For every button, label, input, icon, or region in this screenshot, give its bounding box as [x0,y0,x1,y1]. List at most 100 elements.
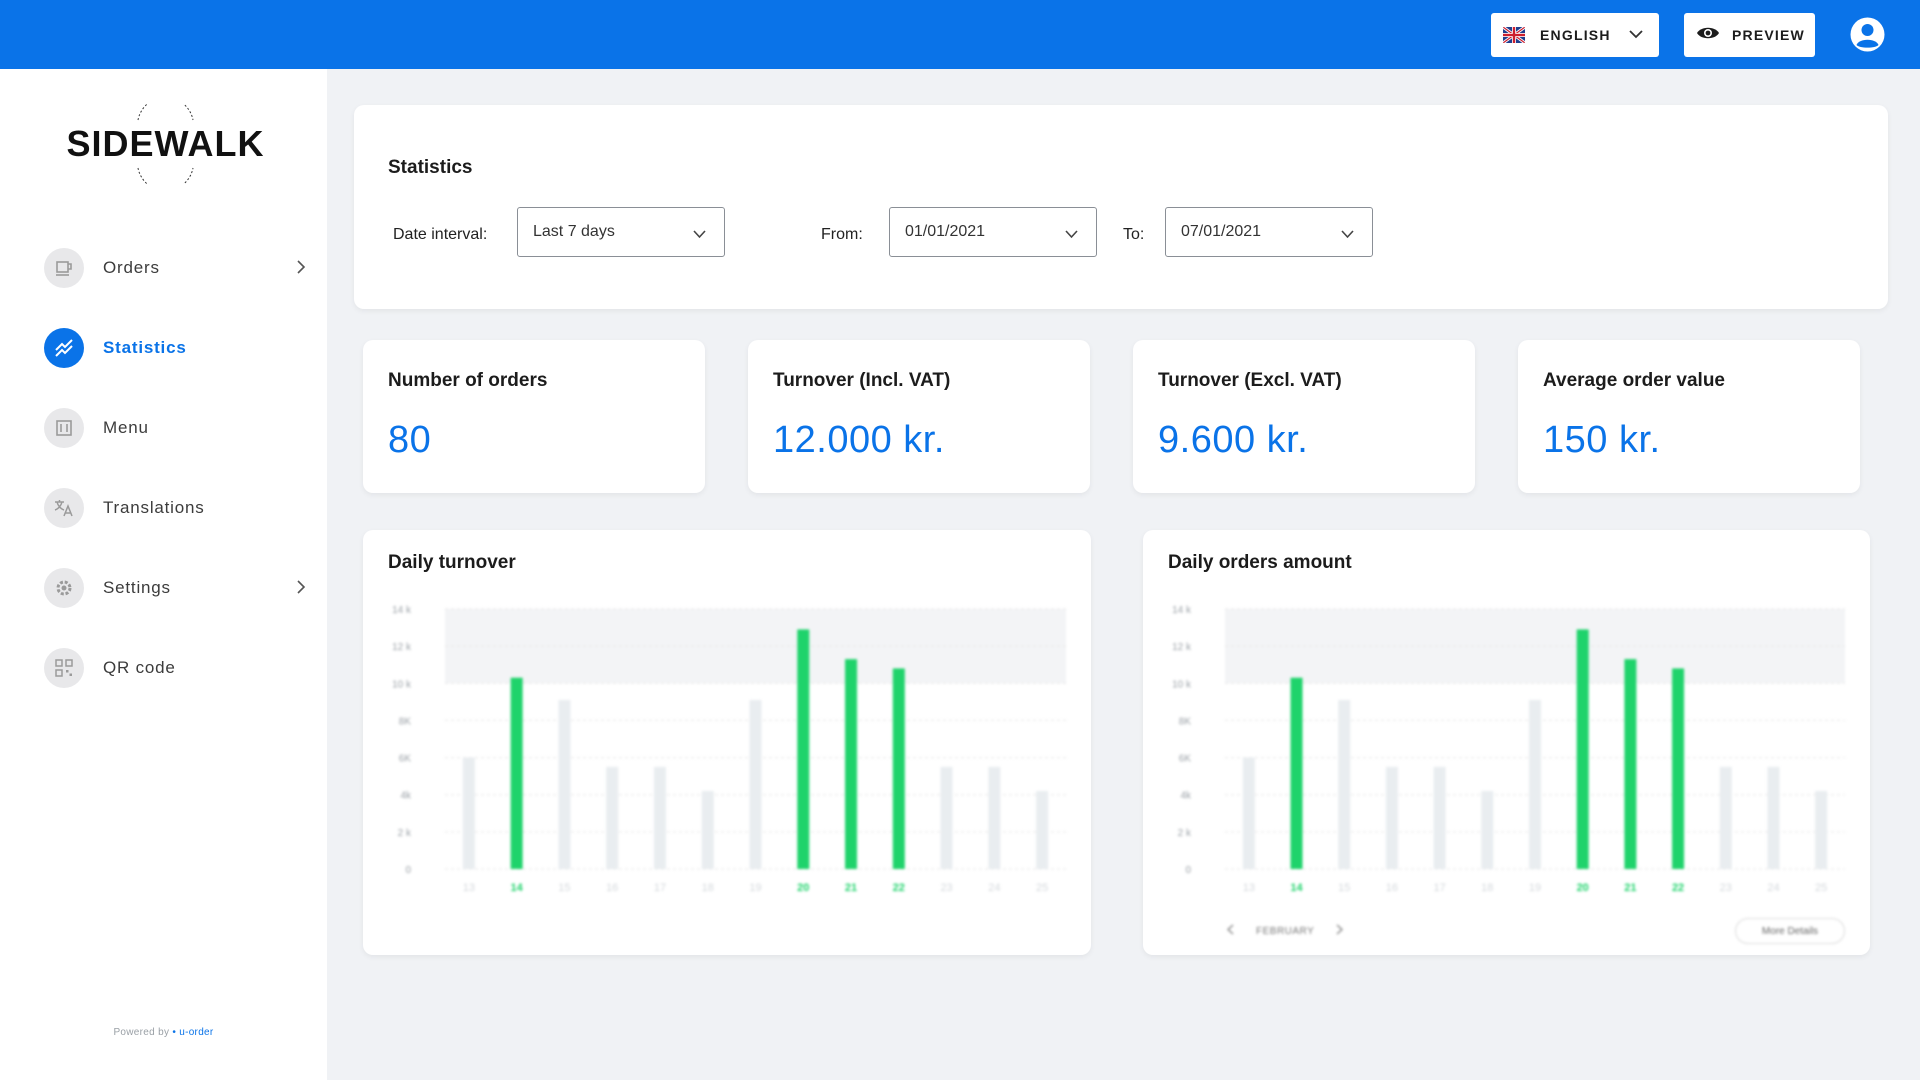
y-tick-label: 6K [1179,754,1192,765]
bar [1815,791,1828,869]
chevron-down-icon [1341,226,1354,244]
sidebar-item-translations[interactable]: Translations [44,487,314,529]
x-tick-label: 18 [1481,882,1493,894]
x-tick-label: 16 [1386,882,1398,894]
y-tick-label: 6K [399,754,412,765]
eye-icon [1696,25,1720,46]
chevron-left-icon[interactable] [1226,924,1234,938]
y-tick-label: 4k [1180,791,1192,802]
x-tick-label: 13 [463,882,475,894]
x-tick-label: 23 [1720,882,1732,894]
x-tick-label: 24 [1767,882,1779,894]
u-order-link[interactable]: • u-order [172,1027,214,1038]
x-tick-label: 22 [1672,882,1684,894]
bar [1624,659,1637,869]
cup-icon [44,248,84,288]
daily-orders-amount-chart: 0 2 k 4k 6K 8K 10 k 12 k 14 k 13 14 15 16 17 18 19 20 21… [1172,605,1845,894]
chevron-right-icon[interactable] [1336,924,1344,938]
from-label: From: [821,226,863,243]
x-tick-label: 22 [893,882,905,894]
bar [749,700,762,869]
bar [845,659,858,869]
preview-button[interactable]: PREVIEW [1684,13,1815,57]
powered-by-text: Powered by • u-order [0,1027,327,1038]
bar [988,766,1001,869]
powered-by-label: Powered by [113,1027,173,1038]
sidebar-item-settings[interactable]: Settings [44,567,314,609]
sidebar-item-menu[interactable]: Menu [44,407,314,449]
bar [701,791,714,869]
y-tick-label: 10 k [1172,679,1192,690]
y-tick-label: 0 [405,865,411,876]
month-label: FEBRUARY [1256,925,1315,937]
x-tick-label: 20 [1577,882,1589,894]
daily-turnover-chart: 0 2 k 4k 6K 8K 10 k 12 k 14 k 13 14 15 16 17 18 19 20 21… [392,605,1066,894]
uk-flag-icon [1503,27,1525,43]
bar [797,629,810,869]
sidebar-item-qr-code[interactable]: QR code [44,647,314,689]
bar [510,677,523,869]
stat-card-turnover-excl-vat: Turnover (Excl. VAT) 9.600 kr. [1133,340,1475,493]
stat-value: 80 [388,419,432,461]
y-tick-label: 2 k [1178,828,1192,839]
bar [1672,668,1685,869]
stat-value: 12.000 kr. [773,419,945,461]
date-interval-value: Last 7 days [533,223,615,240]
y-tick-label: 2 k [398,828,412,839]
trend-chart-icon [44,328,84,368]
stat-title: Average order value [1543,370,1725,391]
x-tick-label: 17 [1433,882,1445,894]
date-interval-select[interactable]: Last 7 days [517,207,725,257]
y-tick-label: 14 k [392,605,412,616]
sidebar-item-label: Translations [103,498,205,517]
x-tick-label: 24 [988,882,1000,894]
bar [1719,766,1732,869]
x-tick-label: 16 [606,882,618,894]
x-tick-label: 13 [1243,882,1255,894]
chevron-right-icon [297,260,306,279]
bar [1338,700,1351,869]
bar [1036,791,1049,869]
from-date-picker[interactable]: 01/01/2021 [889,207,1097,257]
to-date-picker[interactable]: 07/01/2021 [1165,207,1373,257]
top-bar: ENGLISH PREVIEW [0,0,1920,69]
bar [1481,791,1494,869]
sidebar-item-label: Menu [103,418,149,437]
stat-card-average-order-value: Average order value 150 kr. [1518,340,1860,493]
sidewalk-logo[interactable]: SIDEWALK [58,96,273,192]
chevron-down-icon [1065,226,1078,244]
sidebar-item-orders[interactable]: Orders [44,247,314,289]
bar [892,668,905,869]
x-tick-label: 17 [654,882,666,894]
sidebar-item-label: Statistics [103,338,187,357]
language-label: ENGLISH [1540,27,1611,43]
y-tick-label: 4k [400,791,412,802]
from-date-value: 01/01/2021 [905,223,986,240]
y-tick-label: 14 k [1172,605,1192,616]
sidebar-item-label: QR code [103,658,176,677]
bar [1290,677,1303,869]
preview-label: PREVIEW [1732,27,1805,43]
account-circle-icon[interactable] [1850,17,1885,52]
y-tick-label: 12 k [1172,642,1192,653]
stat-card-turnover-incl-vat: Turnover (Incl. VAT) 12.000 kr. [748,340,1090,493]
translate-icon [44,488,84,528]
x-tick-label: 25 [1036,882,1048,894]
y-tick-label: 8K [1179,716,1192,727]
date-interval-label: Date interval: [393,226,488,243]
sidebar-item-statistics[interactable]: Statistics [44,327,314,369]
x-tick-label: 15 [558,882,570,894]
bar [606,766,619,869]
more-details-button[interactable]: More Details [1735,918,1845,944]
x-tick-label: 19 [1529,882,1541,894]
statistics-filter-card: Statistics Date interval: Last 7 days Fr… [354,105,1888,309]
bar [1242,757,1255,869]
chevron-down-icon [1629,26,1643,44]
page-title: Statistics [388,157,473,178]
x-tick-label: 18 [702,882,714,894]
x-tick-label: 21 [845,882,857,894]
chevron-down-icon [693,226,706,244]
language-selector[interactable]: ENGLISH [1491,13,1659,57]
bar [558,700,571,869]
sidebar-item-label: Settings [103,578,171,597]
